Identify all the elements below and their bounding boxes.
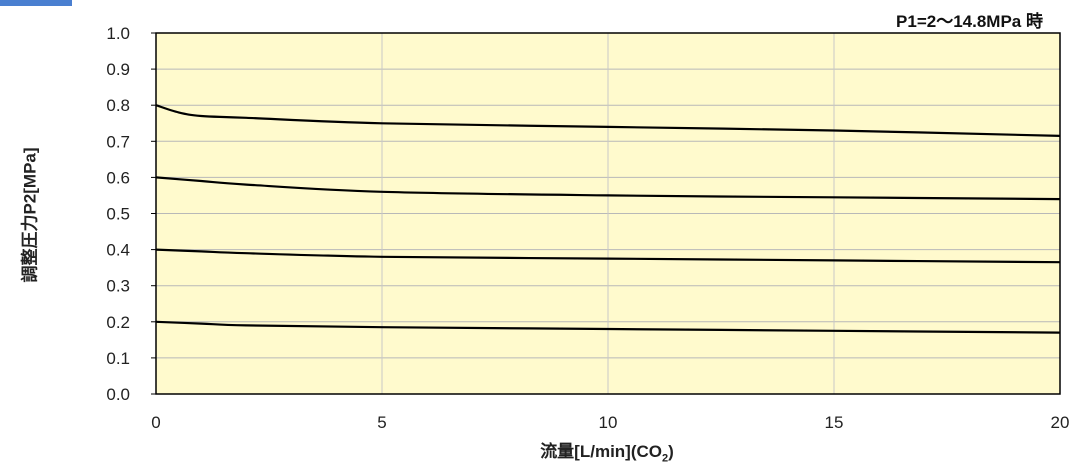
x-axis-label-main: 流量[L/min](CO: [540, 442, 663, 461]
y-tick-label: 0.7: [106, 132, 130, 151]
tick-labels: 0.0 0.1 0.2 0.3 0.4 0.5 0.6 0.7 0.8 0.9 1.0 0 5 10 15 2…: [106, 24, 1069, 432]
plot-frame: [155, 32, 1061, 395]
x-axis-label-subscript: 2: [662, 452, 669, 465]
series-line-4: [155, 320, 1061, 334]
y-tick-label: 0.6: [106, 168, 130, 187]
y-tick-label: 0.2: [106, 313, 130, 332]
x-axis-label-end: ): [668, 442, 674, 461]
corner-tab: [0, 0, 72, 6]
y-tick-label: 0.0: [106, 385, 130, 404]
x-tick-label: 5: [377, 413, 386, 432]
y-tick-label: 0.5: [106, 205, 130, 224]
y-tick-label: 0.3: [106, 277, 130, 296]
x-tick-label: 15: [825, 413, 844, 432]
y-tick-label: 1.0: [106, 24, 130, 43]
series-lines: [155, 104, 1061, 334]
x-tick-label: 20: [1051, 413, 1070, 432]
series-line-1: [155, 104, 1061, 137]
y-tick-label: 0.8: [106, 96, 130, 115]
y-tick-label: 0.1: [106, 349, 130, 368]
y-axis-label: 調整圧力P2[MPa]: [20, 147, 40, 283]
x-tick-label: 10: [599, 413, 618, 432]
series-line-3: [155, 248, 1061, 264]
series-line-2: [155, 176, 1061, 201]
chart-annotation: P1=2～14.8MPa 時: [896, 12, 1043, 31]
y-tick-label: 0.4: [106, 241, 130, 260]
x-tick-label: 0: [151, 413, 160, 432]
y-tick-label: 0.9: [106, 60, 130, 79]
x-axis-label: 流量[L/min](CO2): [540, 437, 674, 464]
